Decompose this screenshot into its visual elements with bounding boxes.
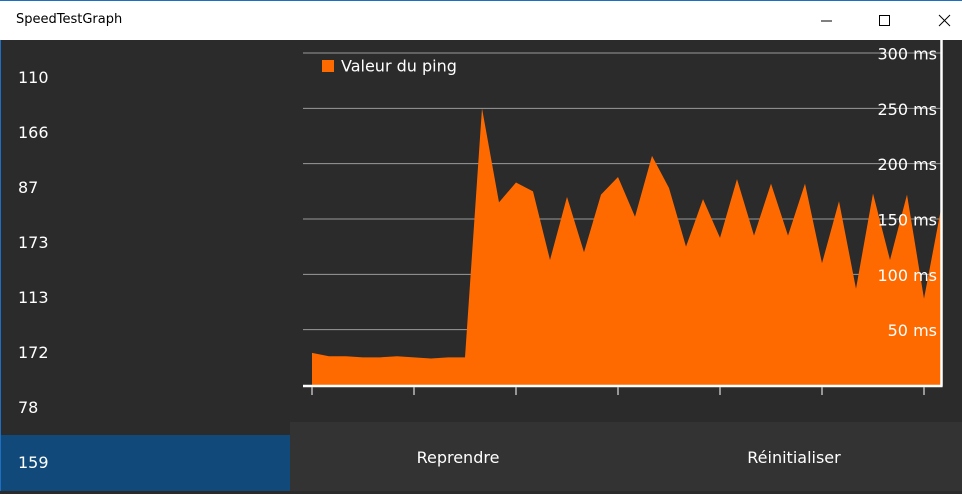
close-button[interactable] (938, 14, 951, 27)
legend-label: Valeur du ping (341, 57, 457, 76)
chart: 50 ms 100 ms 150 ms 200 ms 250 ms 300 ms Valeu… (303, 40, 943, 395)
y-tick-label: 250 ms (877, 100, 937, 119)
button-bar: Reprendre Réinitialiser (290, 422, 962, 491)
history-item[interactable]: 159 (1, 435, 291, 491)
y-tick-label: 100 ms (877, 266, 937, 285)
title-bar: SpeedTestGraph (0, 0, 962, 40)
resume-button[interactable]: Reprendre (416, 448, 500, 467)
window-controls (821, 14, 951, 27)
maximize-button[interactable] (879, 15, 890, 26)
history-item[interactable]: 166 (18, 123, 49, 142)
ping-area (312, 108, 941, 385)
history-item[interactable]: 110 (18, 68, 49, 87)
reset-button[interactable]: Réinitialiser (747, 448, 841, 467)
history-item[interactable]: 173 (18, 233, 49, 252)
y-tick-label: 50 ms (888, 321, 937, 340)
window-title: SpeedTestGraph (16, 12, 123, 27)
history-item[interactable]: 78 (18, 398, 39, 417)
y-tick-label: 150 ms (877, 211, 937, 230)
history-list: 110 166 87 173 113 172 78 159 (0, 40, 291, 491)
y-tick-label: 200 ms (877, 155, 937, 174)
legend-swatch (322, 60, 334, 72)
history-item[interactable]: 87 (18, 178, 39, 197)
y-tick-label: 300 ms (877, 45, 937, 64)
history-item[interactable]: 172 (18, 343, 49, 362)
history-item[interactable]: 113 (18, 288, 49, 307)
